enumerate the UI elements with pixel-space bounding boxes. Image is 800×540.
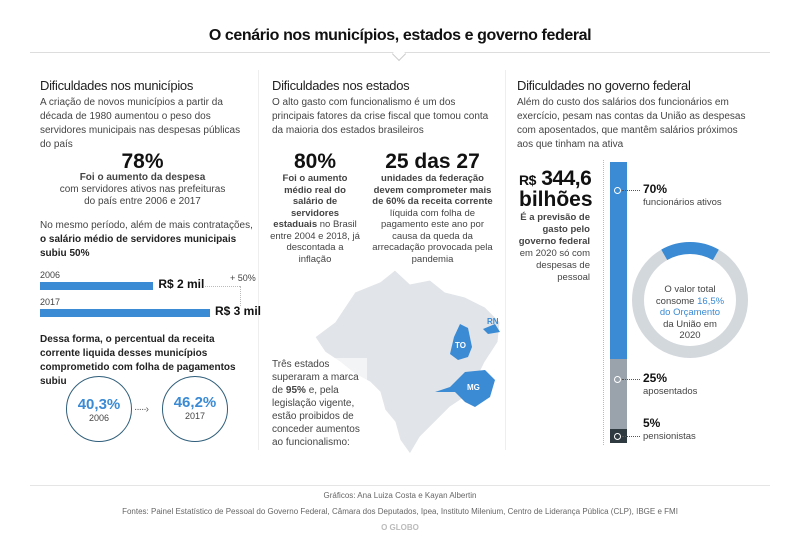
segment-pct: 5% <box>643 416 661 430</box>
bar-guide <box>603 160 604 445</box>
map-text-bold: 95% <box>285 385 306 396</box>
segment-label: aposentados <box>643 386 698 397</box>
stat-80-text: Foi o aumento médio real do salário de s… <box>270 173 360 265</box>
salary-bar <box>40 282 154 290</box>
column-divider <box>258 70 259 450</box>
state-mg <box>435 370 495 407</box>
stat-80-bold: Foi o aumento médio real do salário de s… <box>273 173 348 230</box>
circle-year: 2017 <box>184 411 206 421</box>
bar-year: 2006 <box>40 270 61 280</box>
segment-marker <box>614 187 621 194</box>
amount-value: 344,6 <box>541 167 592 190</box>
bar-value: R$ 2 mil <box>158 277 205 291</box>
segment-leader <box>622 379 640 380</box>
segment-pct: 70% <box>643 182 668 196</box>
salary-intro: No mesmo período, além de mais contrataç… <box>40 220 253 231</box>
label-mg: MG <box>467 383 480 392</box>
segment-leader <box>622 190 640 191</box>
map-text-2: e, pela legislação vigente, estão proibi… <box>272 385 360 448</box>
stack-segment <box>610 358 627 429</box>
state-to <box>450 324 472 360</box>
municipios-stat: 78% <box>121 150 164 173</box>
increase-connector <box>205 286 240 287</box>
budget-donut <box>632 242 748 358</box>
sources: Fontes: Painel Estatístico de Pessoal do… <box>122 507 678 516</box>
salary-bold: o salário médio de servidores municipais… <box>40 234 237 259</box>
bar-year: 2017 <box>40 297 61 307</box>
label-rn: RN <box>487 317 499 326</box>
increase-connector <box>240 286 241 306</box>
segment-marker <box>614 376 621 383</box>
globo-logo: O GLOBO <box>381 523 419 532</box>
circle-value: 46,2% <box>173 394 217 411</box>
circle-2017: 46,2% 2017 <box>162 376 228 442</box>
municipios-heading: Dificuldades nos municípios <box>40 78 194 93</box>
stat-25-27-bold: unidades da federação devem comprometer … <box>372 173 493 207</box>
map-text: Três estados superaram a marca de 95% e,… <box>272 358 367 449</box>
donut-text-2: da União em 2020 <box>663 318 717 342</box>
donut-text-1: O valor total consome <box>655 284 716 307</box>
donut-text: O valor total consome 16,5% do Orçamento… <box>655 284 725 342</box>
circle-2006: 40,3% 2006 <box>66 376 132 442</box>
footer-divider <box>30 485 770 486</box>
stat-25-27: 25 das 27 <box>385 150 480 173</box>
segment-label: funcionários ativos <box>643 197 722 208</box>
donut-highlight: 16,5% do Orçamento <box>659 295 725 319</box>
title-notch <box>391 46 407 62</box>
currency: R$ <box>519 172 536 188</box>
stack-segment <box>610 162 627 359</box>
state-rn <box>483 324 500 334</box>
map-text-1: Três estados superaram a marca de <box>272 359 359 396</box>
circle-year: 2006 <box>88 413 110 423</box>
municipios-intro: A criação de novos municípios a partir d… <box>40 97 241 150</box>
bar-value: R$ 3 mil <box>215 304 262 318</box>
receita-text: Dessa forma, o percentual da receita cor… <box>40 334 236 387</box>
segment-pct: 25% <box>643 371 668 385</box>
amount-text: É a previsão de gasto pelo governo feder… <box>515 212 590 284</box>
municipios-stat-text: com servidores ativos nas prefeituras do… <box>59 184 226 207</box>
amount-bold: É a previsão de gasto pelo governo feder… <box>518 212 590 247</box>
column-divider <box>505 70 506 450</box>
segment-leader <box>622 435 640 437</box>
federal-amount: R$ 344,6 <box>519 167 592 191</box>
label-to: TO <box>455 341 466 350</box>
stat-25-27-text: unidades da federação devem comprometer … <box>370 173 495 265</box>
page-title: O cenário nos municípios, estados e gove… <box>208 27 592 44</box>
federal-intro: Além do custo dos salários dos funcionár… <box>517 97 746 150</box>
segment-label: pensionistas <box>643 431 696 442</box>
estados-heading: Dificuldades nos estados <box>272 78 410 93</box>
credits: Gráficos: Ana Luiza Costa e Kayan Albert… <box>323 491 477 500</box>
increase-label: + 50% <box>230 273 256 283</box>
municipios-stat-bold: Foi o aumento da despesa <box>79 172 206 183</box>
federal-heading: Dificuldades no governo federal <box>517 78 691 93</box>
estados-intro: O alto gasto com funcionalismo é um dos … <box>272 97 489 136</box>
salary-bar <box>40 309 210 317</box>
circle-value: 40,3% <box>77 396 121 413</box>
amount-unit: bilhões <box>519 188 593 211</box>
segment-marker <box>614 432 621 440</box>
stat-25-27-rest: líquida com folha de pagamento este ano … <box>372 207 493 265</box>
stat-80-rest: no Brasil entre 2004 e 2018, já desconta… <box>270 219 360 265</box>
amount-rest: em 2020 só com despesas de pessoal <box>519 248 590 283</box>
arrow-icon: ·····› <box>134 404 149 415</box>
stat-80: 80% <box>293 150 337 173</box>
